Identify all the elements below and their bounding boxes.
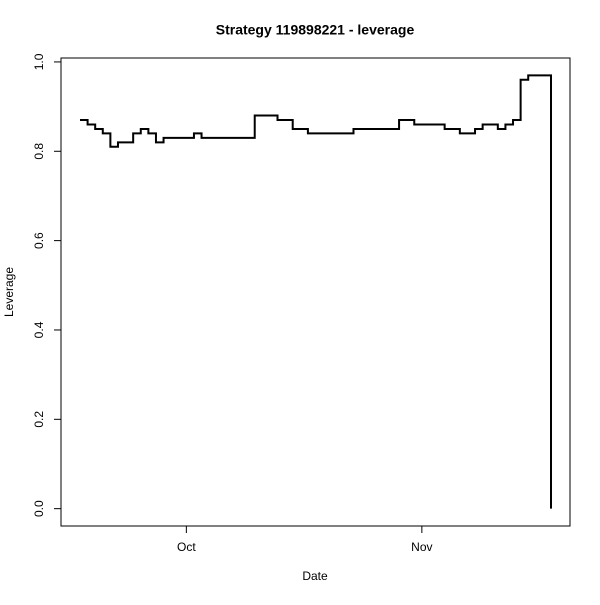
plot-frame bbox=[60, 57, 571, 527]
x-axis-label: Date bbox=[302, 569, 328, 583]
y-tick-label: 0.6 bbox=[32, 232, 46, 249]
x-tick-label: Nov bbox=[411, 540, 432, 554]
x-tick-label: Oct bbox=[177, 540, 196, 554]
y-tick-label: 0.2 bbox=[32, 411, 46, 428]
y-tick-label: 0.0 bbox=[32, 500, 46, 517]
y-axis-label: Leverage bbox=[2, 267, 16, 317]
y-tick-label: 0.8 bbox=[32, 143, 46, 160]
y-tick-label: 1.0 bbox=[32, 53, 46, 70]
chart-title: Strategy 119898221 - leverage bbox=[216, 22, 415, 38]
y-tick-label: 0.4 bbox=[32, 321, 46, 338]
step-line bbox=[79, 74, 553, 509]
